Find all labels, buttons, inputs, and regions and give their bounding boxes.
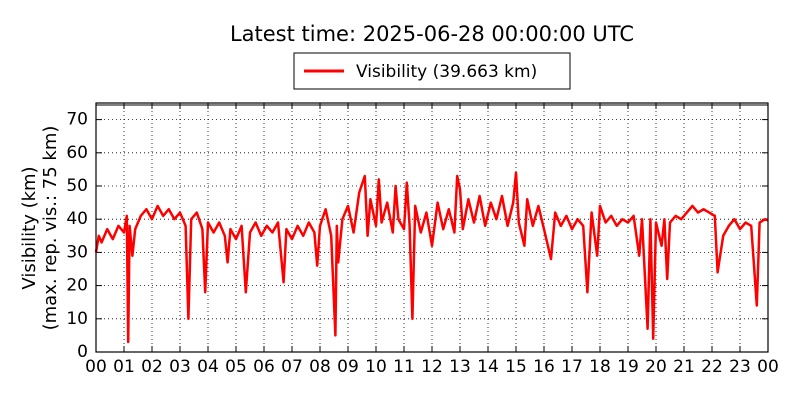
plot-frame bbox=[95, 102, 769, 353]
legend-label: Visibility (39.663 km) bbox=[356, 62, 537, 82]
y-tick-label: 60 bbox=[66, 143, 88, 163]
x-tick-label: 07 bbox=[281, 357, 303, 377]
plot-area: 0 10 20 30 40 50 60 70 00 01 02 03 04 05 06 07 08 09 10 11 1… bbox=[66, 102, 779, 377]
x-tick-label: 04 bbox=[197, 357, 219, 377]
x-tick-label: 15 bbox=[505, 357, 527, 377]
x-tick-label: 20 bbox=[645, 357, 667, 377]
x-tick-label: 03 bbox=[169, 357, 191, 377]
x-tick-label: 23 bbox=[729, 357, 751, 377]
x-tick-label: 11 bbox=[393, 357, 415, 377]
x-tick-label: 09 bbox=[337, 357, 359, 377]
x-tick-label: 12 bbox=[421, 357, 443, 377]
y-tick-label: 70 bbox=[66, 110, 88, 130]
y-tick-label: 40 bbox=[66, 209, 88, 229]
chart-title: Latest time: 2025-06-28 00:00:00 UTC bbox=[230, 22, 634, 46]
x-tick-label: 00 bbox=[85, 357, 107, 377]
y-tick-label: 30 bbox=[66, 242, 88, 262]
y-tick-label: 50 bbox=[66, 176, 88, 196]
data-line bbox=[94, 171, 769, 344]
x-tick-label: 00 bbox=[757, 357, 779, 377]
y-tick-label: 0 bbox=[77, 342, 88, 362]
x-tick-label: 19 bbox=[617, 357, 639, 377]
x-tick-label: 13 bbox=[449, 357, 471, 377]
x-tick-label: 16 bbox=[533, 357, 555, 377]
x-tick-label: 08 bbox=[309, 357, 331, 377]
x-tick-label: 06 bbox=[253, 357, 275, 377]
y-axis-label: (max. rep. vis.: 75 km) bbox=[40, 126, 61, 331]
x-tick-label: 01 bbox=[113, 357, 135, 377]
x-tick-label: 14 bbox=[477, 357, 499, 377]
x-tick-label: 21 bbox=[673, 357, 695, 377]
x-tick-label: 17 bbox=[561, 357, 583, 377]
x-tick-label: 22 bbox=[701, 357, 723, 377]
y-axis-label: Visibility (km) bbox=[19, 166, 40, 289]
y-tick-label: 10 bbox=[66, 309, 88, 329]
x-tick-label: 18 bbox=[589, 357, 611, 377]
x-tick-label: 05 bbox=[225, 357, 247, 377]
y-tick-label: 20 bbox=[66, 276, 88, 296]
x-tick-label: 10 bbox=[365, 357, 387, 377]
x-tick-label: 02 bbox=[141, 357, 163, 377]
